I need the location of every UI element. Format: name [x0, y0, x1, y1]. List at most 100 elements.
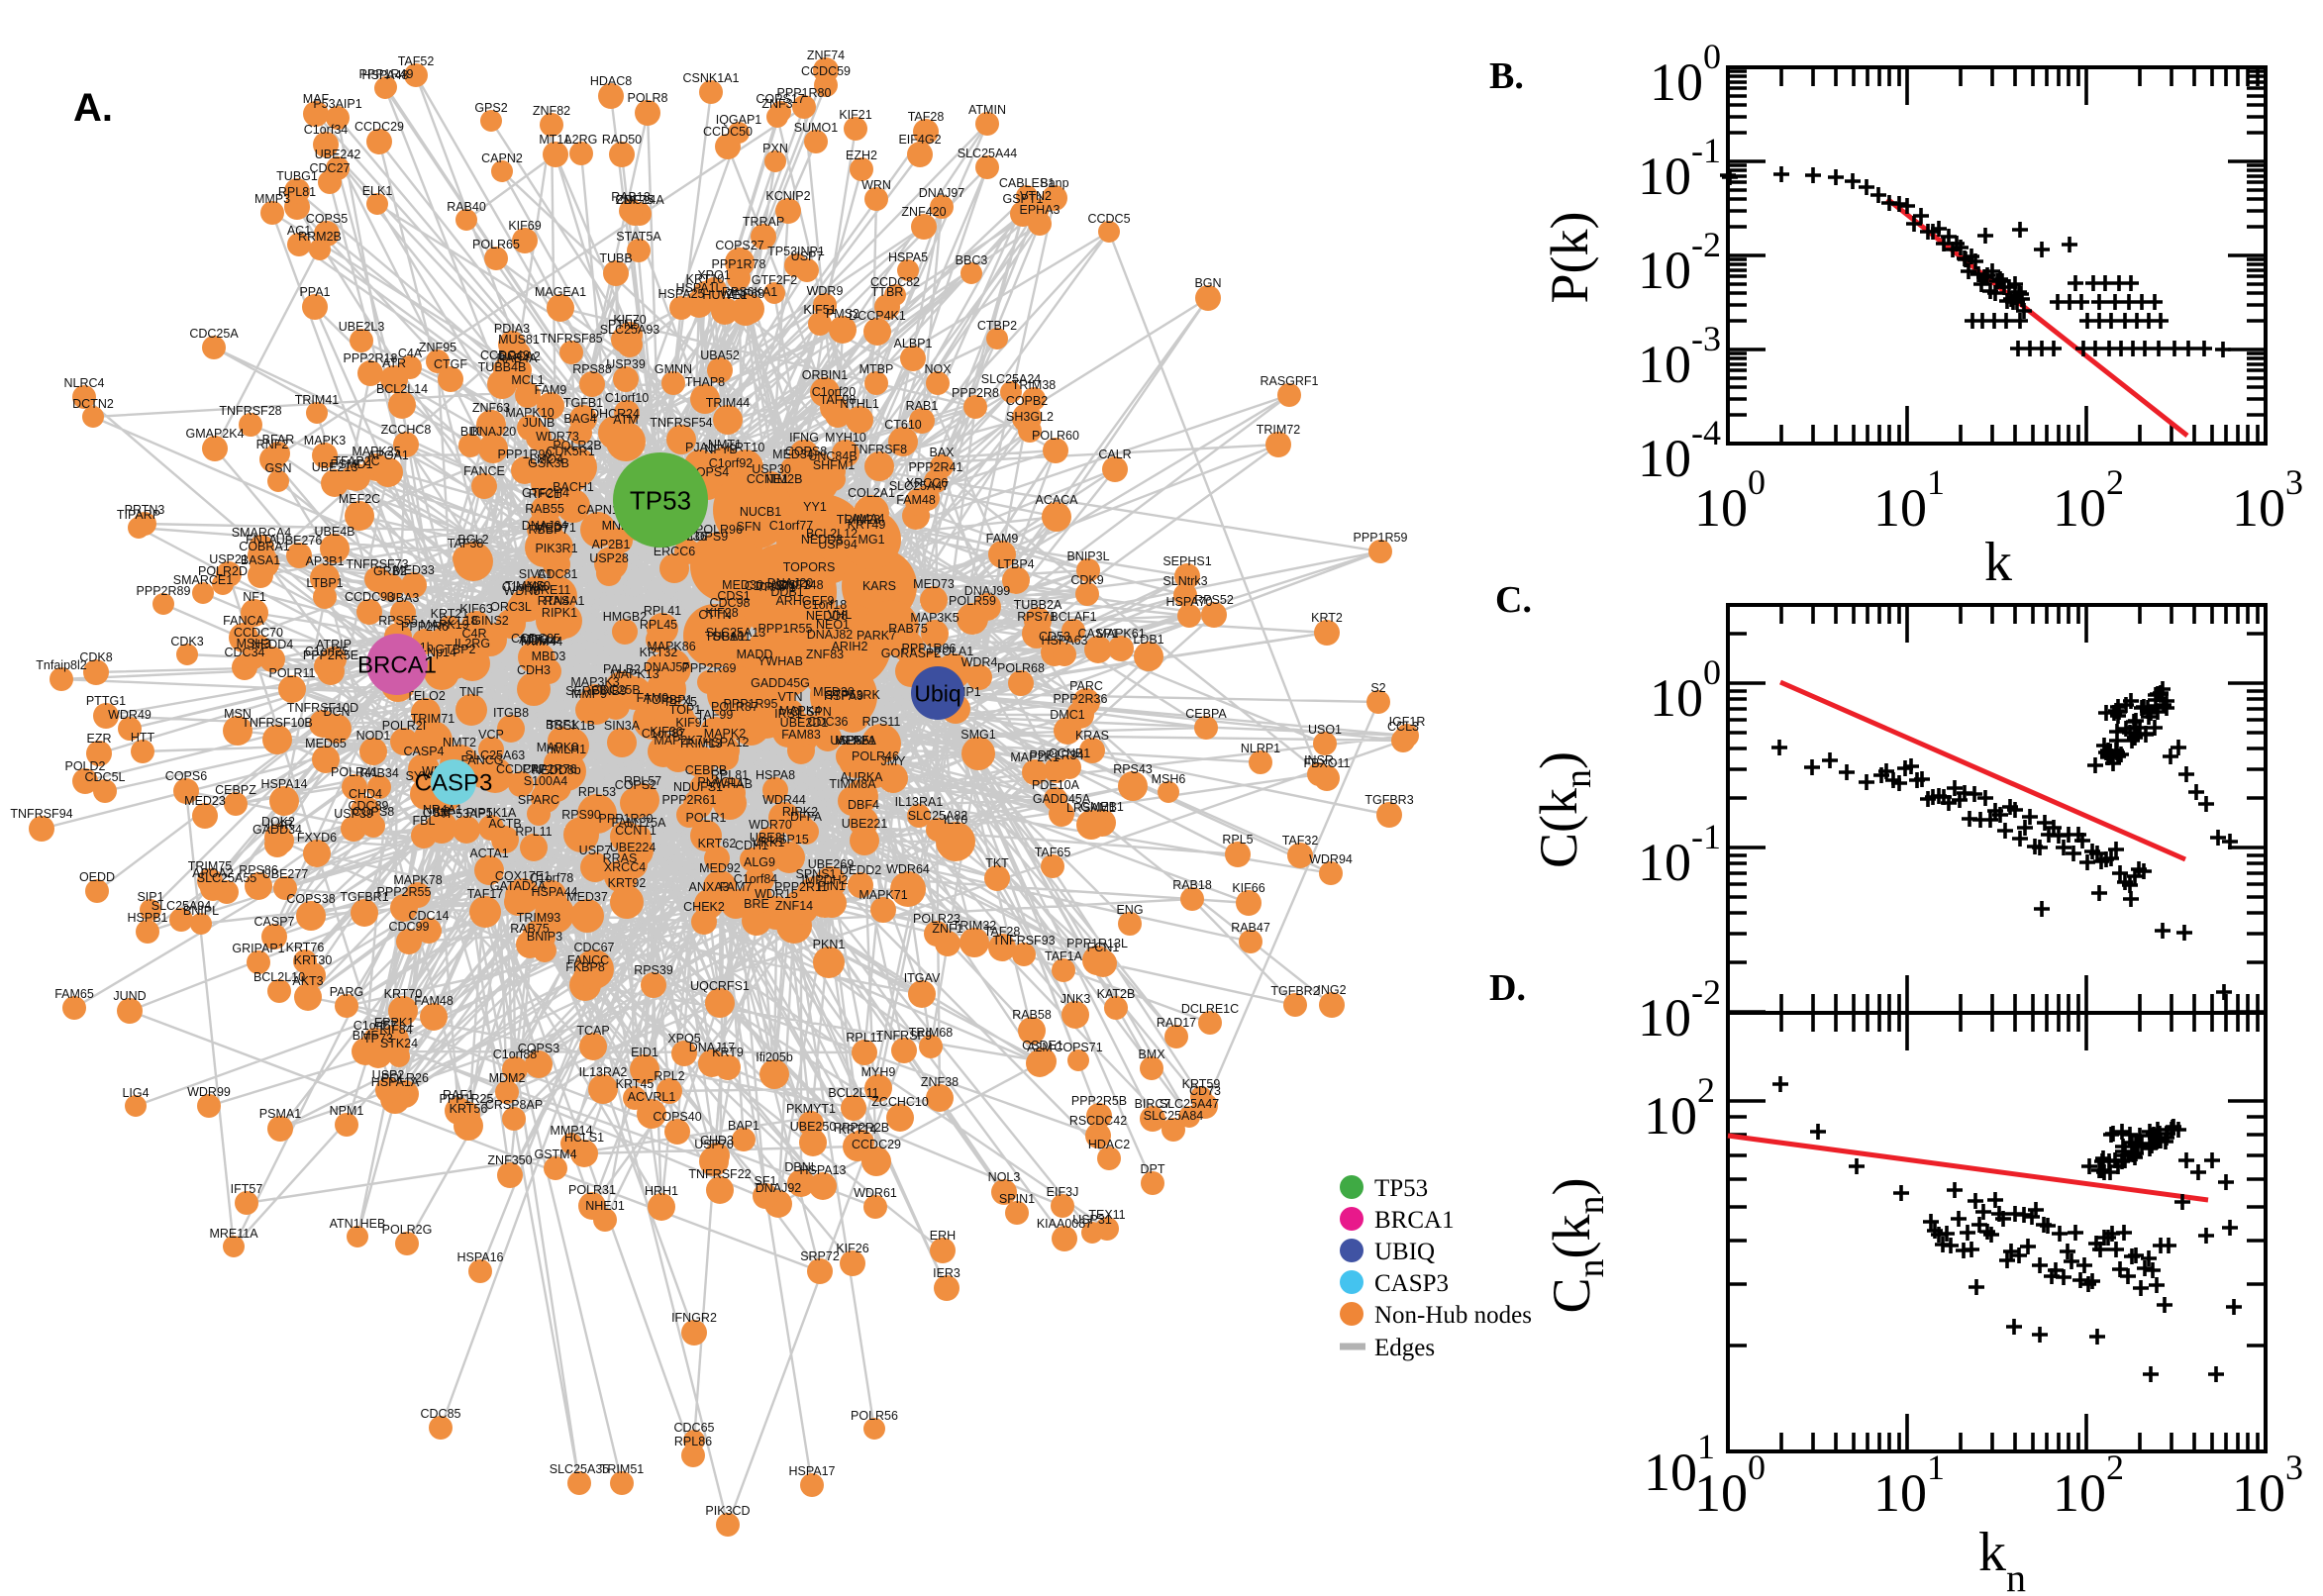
svg-text:NEDD4: NEDD4 [252, 638, 293, 651]
svg-text:TKT: TKT [985, 856, 1009, 870]
svg-text:HDAC2: HDAC2 [1088, 1138, 1130, 1151]
svg-text:PPP2R6: PPP2R6 [401, 620, 449, 634]
svg-text:FAM9: FAM9 [535, 383, 567, 397]
svg-text:CDC14: CDC14 [409, 909, 450, 923]
svg-text:POLR31: POLR31 [568, 1183, 616, 1197]
svg-text:DNAJ82: DNAJ82 [807, 628, 854, 642]
svg-text:RPL45: RPL45 [640, 618, 677, 632]
svg-text:DDB1: DDB1 [770, 585, 803, 599]
svg-text:PPA1: PPA1 [299, 285, 330, 299]
svg-text:TRIM75: TRIM75 [188, 859, 233, 873]
svg-text:GTF2H4: GTF2H4 [522, 486, 569, 500]
svg-text:SLC25A94: SLC25A94 [152, 899, 212, 913]
svg-text:TRAF1: TRAF1 [757, 580, 796, 594]
svg-text:RAB55: RAB55 [525, 502, 564, 516]
svg-text:NUCB1: NUCB1 [740, 505, 781, 519]
svg-text:TUBB2A: TUBB2A [1014, 598, 1062, 612]
svg-text:PPP1R95: PPP1R95 [724, 697, 778, 711]
svg-text:CASP4: CASP4 [404, 745, 445, 758]
svg-text:CDS1: CDS1 [717, 589, 750, 603]
svg-text:PJA1: PJA1 [685, 441, 715, 454]
svg-text:MED23: MED23 [184, 794, 226, 808]
svg-text:C1orf20: C1orf20 [812, 385, 857, 399]
svg-text:FAM175A: FAM175A [612, 816, 667, 830]
svg-text:DNAJ20: DNAJ20 [767, 576, 814, 590]
svg-text:NLRC4: NLRC4 [64, 376, 105, 390]
svg-text:VRK1: VRK1 [753, 836, 785, 849]
svg-text:MCL1: MCL1 [511, 373, 544, 387]
svg-text:ZNF75: ZNF75 [616, 193, 654, 207]
svg-text:UBA52: UBA52 [700, 349, 740, 362]
svg-text:PDIA3: PDIA3 [494, 322, 530, 336]
svg-text:TGFBR3: TGFBR3 [1364, 793, 1413, 807]
svg-text:HDAC8: HDAC8 [590, 74, 632, 88]
svg-text:ALBP1: ALBP1 [894, 337, 933, 350]
svg-text:POLR56: POLR56 [851, 1409, 898, 1423]
svg-text:TRIM71: TRIM71 [411, 712, 455, 726]
svg-text:TRIM44: TRIM44 [519, 635, 563, 648]
svg-text:NHEJ1: NHEJ1 [585, 1199, 625, 1213]
svg-text:WDR49: WDR49 [108, 708, 152, 722]
svg-text:DCN: DCN [323, 705, 350, 719]
svg-text:ZNF1: ZNF1 [932, 922, 962, 936]
svg-text:STAT5A: STAT5A [616, 230, 661, 244]
svg-text:HSPA12: HSPA12 [702, 736, 749, 749]
svg-text:FAM48: FAM48 [414, 994, 454, 1008]
svg-text:RASGRF1: RASGRF1 [1260, 374, 1318, 388]
svg-text:MED37: MED37 [566, 890, 608, 904]
svg-text:PTN5: PTN5 [608, 318, 640, 332]
svg-text:KRT92: KRT92 [608, 876, 647, 890]
svg-text:LIG4: LIG4 [122, 1086, 149, 1100]
svg-text:TIPARP: TIPARP [117, 508, 160, 522]
svg-text:BIK: BIK [460, 425, 481, 439]
svg-text:TAF99: TAF99 [697, 708, 734, 722]
svg-text:USP31: USP31 [1072, 1213, 1112, 1227]
svg-text:ARHGEF9: ARHGEF9 [775, 594, 834, 608]
svg-text:IL6: IL6 [433, 805, 450, 819]
svg-text:RAD17: RAD17 [1157, 1016, 1196, 1030]
svg-text:BNIP3: BNIP3 [527, 930, 562, 944]
svg-text:TGFBR2: TGFBR2 [1270, 984, 1319, 998]
svg-text:ZNF83: ZNF83 [806, 648, 844, 661]
svg-text:PIN1: PIN1 [818, 879, 846, 893]
svg-text:WDR94: WDR94 [1309, 852, 1353, 866]
svg-text:PPP2R36: PPP2R36 [1054, 692, 1108, 706]
svg-text:P53AIP1: P53AIP1 [313, 97, 361, 111]
svg-text:WDR44: WDR44 [762, 793, 806, 807]
svg-text:SPARC: SPARC [518, 793, 559, 807]
svg-text:EZR: EZR [87, 732, 112, 746]
svg-text:CD73: CD73 [1189, 1084, 1221, 1098]
svg-text:Ubiq: Ubiq [914, 680, 960, 706]
svg-text:PPP1R34: PPP1R34 [1030, 748, 1084, 762]
svg-text:USP28: USP28 [589, 551, 629, 565]
svg-text:COPS71: COPS71 [1054, 1041, 1102, 1054]
svg-text:RBBP7: RBBP7 [529, 523, 569, 537]
svg-text:TELO2: TELO2 [406, 689, 446, 703]
svg-text:MED71: MED71 [535, 521, 576, 535]
svg-text:APOA1: APOA1 [367, 449, 409, 462]
svg-text:GSK3B: GSK3B [528, 456, 569, 470]
svg-text:KRT10: KRT10 [727, 441, 765, 454]
svg-text:KRT2: KRT2 [1311, 611, 1343, 625]
svg-text:FANCC: FANCC [567, 953, 609, 967]
svg-text:CDC99: CDC99 [389, 920, 430, 934]
svg-text:IL10: IL10 [944, 813, 967, 827]
svg-text:MMP14: MMP14 [550, 1124, 592, 1138]
svg-text:VTN2: VTN2 [1020, 189, 1052, 203]
svg-text:POLR2I: POLR2I [382, 719, 426, 733]
svg-text:PPP1R90: PPP1R90 [498, 448, 553, 461]
svg-text:DPT: DPT [1141, 1162, 1165, 1176]
svg-text:TNFRSF93: TNFRSF93 [992, 934, 1055, 948]
svg-text:TFAP2C: TFAP2C [333, 454, 379, 468]
svg-text:CASP3: CASP3 [1374, 1270, 1449, 1297]
svg-text:KIF21: KIF21 [839, 108, 871, 122]
svg-text:TP53AP1: TP53AP1 [440, 807, 493, 821]
svg-text:PPP1R49: PPP1R49 [359, 67, 414, 81]
svg-text:CDH3: CDH3 [517, 663, 551, 677]
svg-text:TRIM72: TRIM72 [1257, 423, 1301, 437]
svg-text:TP53: TP53 [1374, 1175, 1428, 1202]
svg-text:TRIM38: TRIM38 [1012, 378, 1057, 392]
svg-text:TGFB1: TGFB1 [563, 396, 603, 410]
svg-text:SLC25A35: SLC25A35 [550, 1462, 610, 1476]
svg-text:GRIPAP1: GRIPAP1 [232, 942, 284, 955]
